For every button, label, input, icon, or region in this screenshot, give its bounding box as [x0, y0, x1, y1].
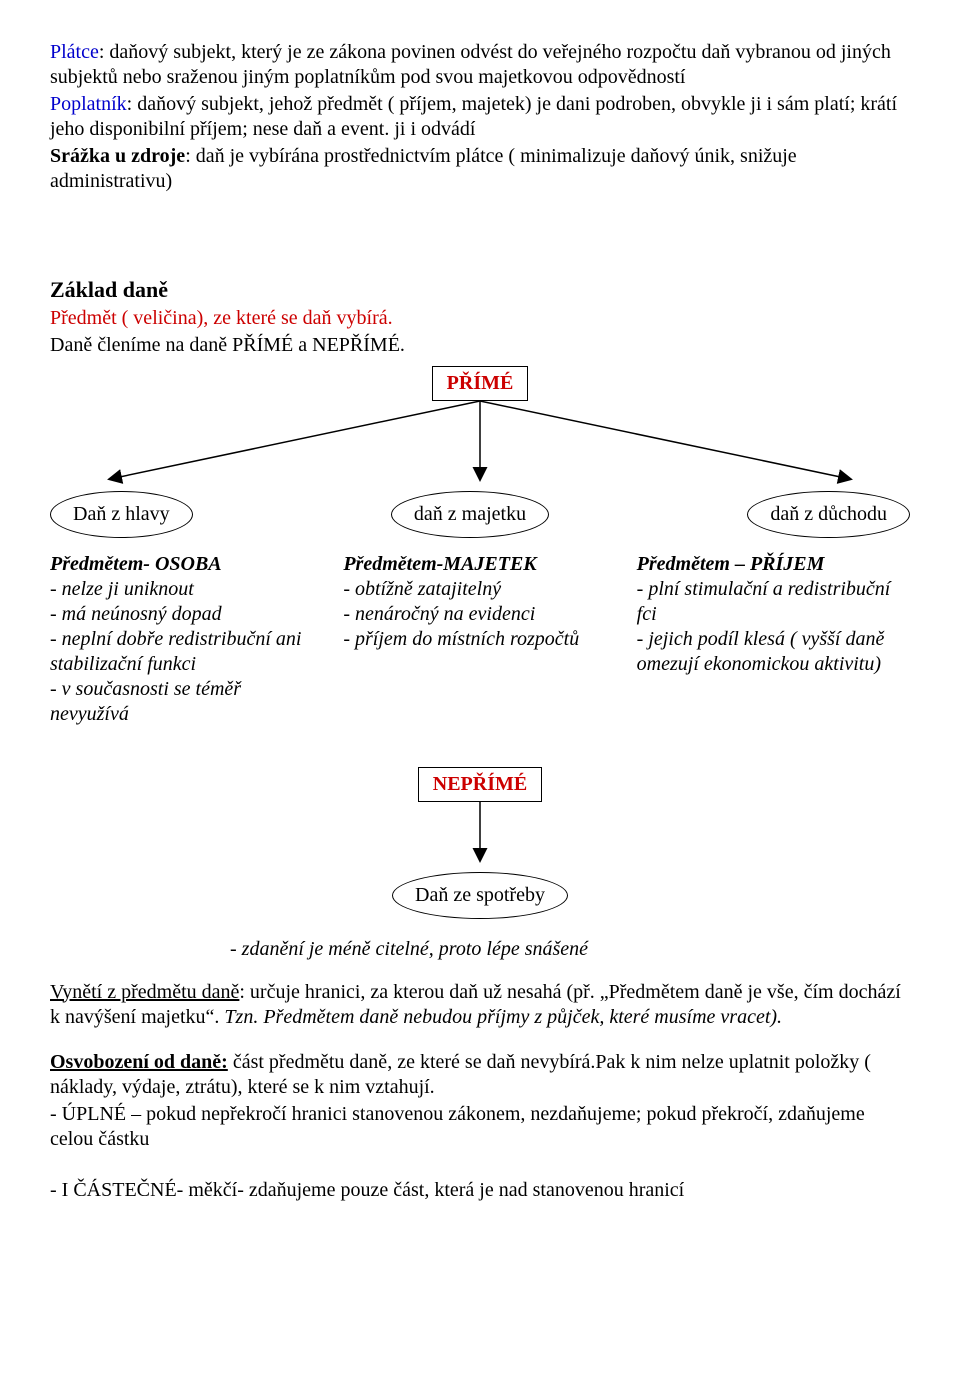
col-mid-i1: - nenáročný na evidenci — [343, 602, 616, 627]
osvobozeni-uplne: - ÚPLNÉ – pokud nepřekročí hranici stano… — [50, 1102, 910, 1152]
ellipse-dan-z-hlavy: Daň z hlavy — [50, 491, 193, 538]
col-left-i2: - neplní dobře redistribuční ani stabili… — [50, 627, 323, 677]
col-left-i3: - v současnosti se téměř nevyužívá — [50, 677, 323, 727]
col-left-title: Předmětem- OSOBA — [50, 552, 323, 577]
term-platce: Plátce — [50, 41, 99, 63]
col-left: Předmětem- OSOBA - nelze ji uniknout - m… — [50, 552, 323, 727]
col-mid-i2: - příjem do místních rozpočtů — [343, 627, 616, 652]
zaklad-title: Základ daně — [50, 276, 910, 304]
ital-vyneti: Tzn. Předmětem daně nebudou příjmy z půj… — [224, 1006, 782, 1028]
text-poplatnik: : daňový subjekt, jehož předmět ( příjem… — [50, 93, 897, 140]
prime-columns: Předmětem- OSOBA - nelze ji uniknout - m… — [50, 552, 910, 727]
col-right-i0: - plní stimulační a redistribuční fci — [637, 577, 910, 627]
term-poplatnik: Poplatník — [50, 93, 127, 115]
col-mid-title: Předmětem-MAJETEK — [343, 552, 616, 577]
srazka-paragraph: Srážka u zdroje: daň je vybírána prostře… — [50, 144, 910, 194]
neprime-box: NEPŘÍMÉ — [418, 767, 542, 802]
col-left-i1: - má neúnosný dopad — [50, 602, 323, 627]
term-osvobozeni: Osvobození od daně: — [50, 1051, 228, 1073]
vyneti-paragraph: Vynětí z předmětu daně: určuje hranici, … — [50, 980, 910, 1030]
neprime-arrow-wrap — [50, 802, 910, 872]
neprime-comment: - zdanění je méně citelné, proto lépe sn… — [230, 937, 910, 962]
prime-ellipses-row: Daň z hlavy daň z majetku daň z důchodu — [50, 491, 910, 538]
col-left-i0: - nelze ji uniknout — [50, 577, 323, 602]
ellipse-dan-ze-spotreby: Daň ze spotřeby — [392, 872, 568, 919]
term-srazka: Srážka u zdroje — [50, 145, 185, 167]
poplatnik-paragraph: Poplatník: daňový subjekt, jehož předmět… — [50, 92, 910, 142]
ellipse-dan-z-majetku: daň z majetku — [391, 491, 549, 538]
zaklad-line2: Daně členíme na daně PŘÍMÉ a NEPŘÍMÉ. — [50, 333, 910, 358]
col-mid: Předmětem-MAJETEK - obtížně zatajitelný … — [343, 552, 616, 727]
prime-box: PŘÍMÉ — [432, 366, 529, 401]
col-mid-i0: - obtížně zatajitelný — [343, 577, 616, 602]
prime-box-wrap: PŘÍMÉ — [50, 366, 910, 401]
text-platce: : daňový subjekt, který je ze zákona pov… — [50, 41, 891, 88]
neprime-box-wrap: NEPŘÍMÉ — [50, 767, 910, 802]
col-right-title: Předmětem – PŘÍJEM — [637, 552, 910, 577]
col-right: Předmětem – PŘÍJEM - plní stimulační a r… — [637, 552, 910, 727]
osvobozeni-castecne: - I ČÁSTEČNÉ- měkčí- zdaňujeme pouze čás… — [50, 1178, 910, 1203]
platce-paragraph: Plátce: daňový subjekt, který je ze záko… — [50, 40, 910, 90]
ellipse-dan-z-duchodu: daň z důchodu — [747, 491, 910, 538]
zaklad-sub: Předmět ( veličina), ze které se daň vyb… — [50, 306, 910, 331]
neprime-ellipse-wrap: Daň ze spotřeby — [50, 872, 910, 919]
term-vyneti: Vynětí z předmětu daně — [50, 981, 239, 1003]
neprime-arrow — [380, 802, 580, 872]
osvobozeni-paragraph: Osvobození od daně: část předmětu daně, … — [50, 1050, 910, 1100]
col-right-i1: - jejich podíl klesá ( vyšší daně omezuj… — [637, 627, 910, 677]
prime-arrows — [50, 401, 910, 491]
